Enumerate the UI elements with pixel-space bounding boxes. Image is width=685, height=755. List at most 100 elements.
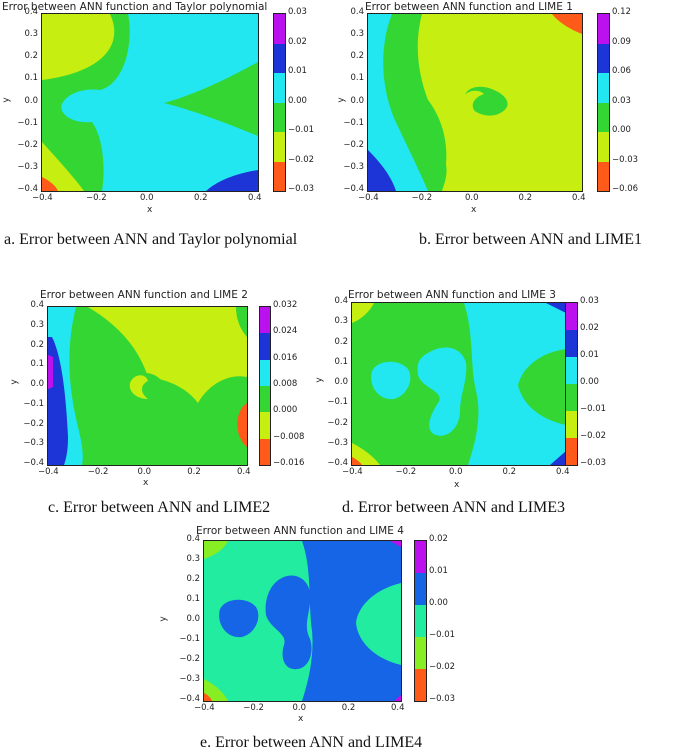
x-tick-label: −0.2 <box>86 193 107 203</box>
colorbar-tick-label: −0.06 <box>612 184 639 194</box>
y-tick-label: 0.1 <box>186 594 200 604</box>
x-tick-label: −0.2 <box>243 703 264 713</box>
contour-level-blue <box>368 150 396 191</box>
colorbar <box>273 13 286 192</box>
y-tick-label: 0.2 <box>186 574 200 584</box>
colorbar-tick-label: 0.03 <box>580 296 599 306</box>
x-axis-label: x <box>298 714 304 724</box>
y-tick-label: −0.1 <box>327 397 348 408</box>
figure-caption: d. Error between ANN and LIME3 <box>342 499 566 516</box>
colorbar-tick-label: −0.01 <box>429 630 456 640</box>
y-tick-label: −0.1 <box>343 117 364 128</box>
x-tick-label: 0.4 <box>391 703 405 713</box>
colorbar-tick-label: 0.02 <box>580 323 599 333</box>
x-tick-label: −0.2 <box>395 467 417 477</box>
y-tick-label: −0.3 <box>17 161 38 172</box>
colorbar-tick-label: 0.01 <box>288 66 307 76</box>
contour-level-blue <box>302 541 401 701</box>
chart-panel-e: Error between ANN function and LIME 4 x … <box>155 522 515 755</box>
x-tick-label: 0.0 <box>449 467 463 477</box>
x-axis-label: x <box>147 205 153 215</box>
colorbar-tick-label: 0.03 <box>612 95 631 106</box>
x-tick-label: −0.4 <box>194 703 215 713</box>
contour-level-blue <box>546 303 566 313</box>
contour-level-orange <box>42 177 58 191</box>
colorbar-tick-label: −0.01 <box>288 125 315 135</box>
x-tick-label: −0.4 <box>38 467 59 477</box>
colorbar-tick-label: −0.02 <box>429 662 456 672</box>
contour-level-orange <box>552 14 582 34</box>
colorbar <box>259 306 271 466</box>
x-axis-label: x <box>143 478 149 488</box>
y-tick-label: −0.4 <box>343 184 364 194</box>
y-tick-label: 0.2 <box>334 336 348 347</box>
contour-level-purple <box>394 695 401 701</box>
y-tick-label: 0.3 <box>350 29 364 40</box>
x-tick-label: 0.4 <box>248 193 262 203</box>
colorbar-segment <box>260 412 270 439</box>
colorbar-tick-label: 0.00 <box>429 598 448 608</box>
y-axis-label: y <box>9 379 20 385</box>
y-tick-label: 0.4 <box>350 7 364 17</box>
chart-title: Error between ANN function and Taylor po… <box>2 1 268 13</box>
contour-level-yellow <box>88 307 247 403</box>
x-tick-label: 0.4 <box>237 467 251 477</box>
y-tick-label: 0.0 <box>350 95 364 106</box>
y-tick-label: 0.1 <box>350 73 364 84</box>
contour-level-blue <box>206 170 258 191</box>
x-axis-label: x <box>454 480 460 490</box>
colorbar-segment <box>260 359 270 386</box>
contour-level-cyan <box>417 347 467 436</box>
colorbar-tick-label: −0.03 <box>612 154 639 165</box>
contour-plot <box>351 302 567 466</box>
colorbar-segment <box>566 411 577 438</box>
colorbar-tick-label: 0.01 <box>429 566 448 576</box>
colorbar-segment <box>260 438 270 465</box>
x-tick-label: 0.0 <box>137 467 152 477</box>
x-tick-label: 0.0 <box>292 703 307 713</box>
y-tick-label: −0.4 <box>23 458 44 468</box>
y-tick-label: −0.1 <box>23 398 44 409</box>
y-tick-label: 0.0 <box>186 614 200 624</box>
y-tick-label: 0.2 <box>24 51 38 62</box>
colorbar-tick-label: 0.016 <box>273 352 298 363</box>
x-tick-label: 0.4 <box>556 467 570 477</box>
y-tick-label: 0.1 <box>24 73 38 84</box>
colorbar-segment <box>274 43 285 73</box>
y-tick-label: 0.0 <box>24 95 38 106</box>
contour-level-cyan <box>371 361 411 400</box>
contour-level-lime <box>204 541 228 559</box>
figure-caption: a. Error between ANN and Taylor polynomi… <box>4 231 298 248</box>
colorbar-tick-label: −0.03 <box>288 184 315 194</box>
colorbar-segment <box>598 102 609 132</box>
x-tick-label: 0.2 <box>341 703 356 713</box>
contour-level-blue <box>219 599 259 638</box>
contour-level-green <box>236 307 247 337</box>
figure-caption: b. Error between ANN and LIME1 <box>419 231 643 248</box>
y-tick-label: 0.3 <box>334 316 348 327</box>
contour-level-blue <box>265 575 312 670</box>
y-tick-label: 0.1 <box>334 356 348 367</box>
colorbar-tick-label: −0.02 <box>288 154 315 165</box>
colorbar-tick-label: 0.00 <box>612 125 631 135</box>
y-tick-label: 0.2 <box>350 51 364 62</box>
colorbar-segment <box>260 385 270 413</box>
colorbar-tick-label: 0.008 <box>273 379 298 389</box>
y-tick-label: 0.3 <box>24 29 38 40</box>
colorbar-segment <box>598 73 609 103</box>
y-tick-label: −0.4 <box>17 184 38 194</box>
contour-level-blue <box>550 451 566 465</box>
x-tick-label: 0.2 <box>518 193 533 203</box>
y-tick-label: −0.3 <box>327 437 348 448</box>
y-tick-label: −0.1 <box>179 634 200 644</box>
contour-level-yellow <box>352 303 374 323</box>
chart-title: Error between ANN function and LIME 4 <box>196 525 404 537</box>
x-tick-label: 0.2 <box>502 467 517 477</box>
colorbar-segment <box>260 307 270 334</box>
chart-panel-a: Error between ANN function and Taylor po… <box>0 0 340 260</box>
y-tick-label: −0.1 <box>17 117 38 128</box>
y-tick-label: 0.4 <box>186 534 200 544</box>
colorbar-tick-label: −0.01 <box>580 404 607 414</box>
colorbar-segment <box>415 573 426 605</box>
contour-level-yellow <box>42 14 115 80</box>
